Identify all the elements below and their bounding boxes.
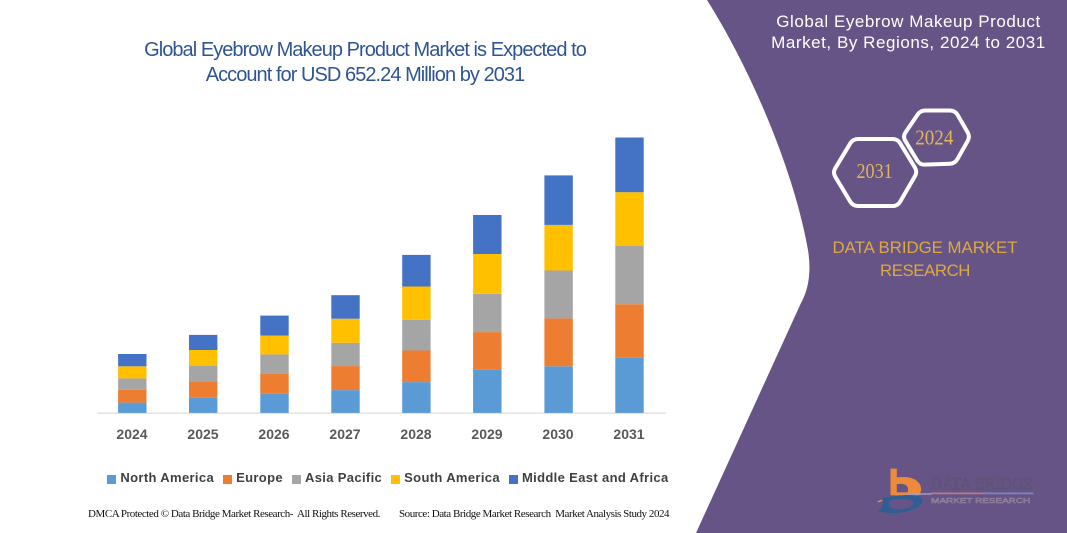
svg-text:DATA BRIDGE: DATA BRIDGE bbox=[931, 474, 1034, 493]
svg-text:2031: 2031 bbox=[857, 159, 893, 183]
svg-text:2024: 2024 bbox=[915, 126, 953, 150]
svg-text:MARKET RESEARCH: MARKET RESEARCH bbox=[931, 496, 1030, 505]
